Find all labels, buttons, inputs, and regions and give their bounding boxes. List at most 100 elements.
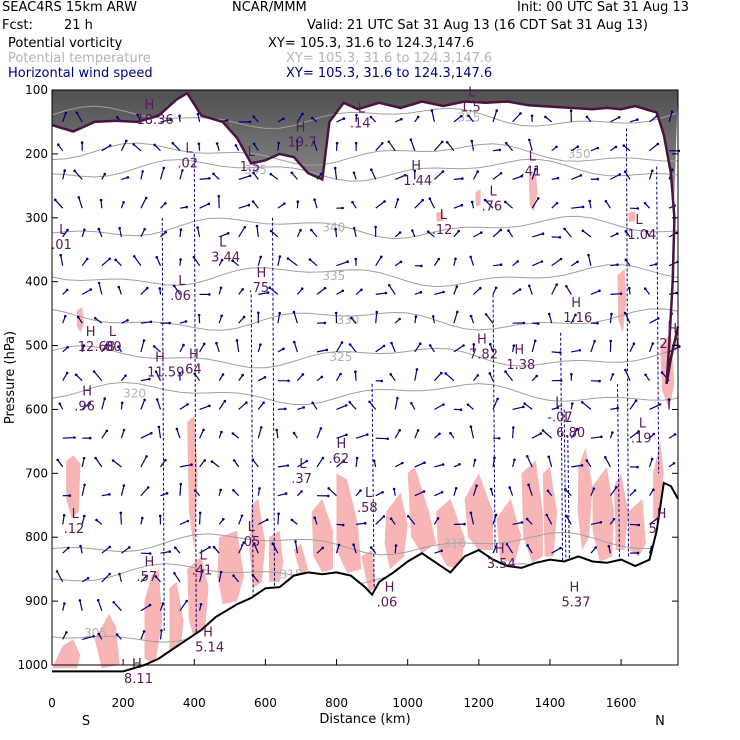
wind-vector-head [520,521,524,524]
wind-vector-head [594,546,597,549]
wind-vector-head [223,399,227,403]
wind-vector [270,230,279,238]
wind-vector-head [85,257,89,261]
wind-vector-head [544,115,547,119]
x-tick-label: 400 [183,696,206,710]
wind-vector-head [266,518,269,522]
theta-contour-label: 335 [322,269,345,283]
wind-vector [81,458,85,468]
wind-vector-head [475,484,478,488]
wind-vector-head [292,431,296,435]
wind-vector-head [522,405,525,409]
wind-vector [453,178,463,180]
wind-vector-head [145,574,148,578]
wind-vector [291,172,298,180]
wind-vector-head [363,521,367,525]
wind-vector [140,487,149,497]
extrema-value: 7.82 [469,348,498,363]
extrema-marker: H [86,325,96,340]
wind-vector-head [319,427,323,430]
extrema-value: 8.11 [124,672,153,687]
wind-vector-head [155,398,159,401]
wind-vector-head [252,542,256,545]
wind-vector [492,110,498,123]
wind-vector [434,463,444,468]
wind-vector [354,371,357,381]
pv-shade-region [496,498,522,563]
wind-vector [158,426,162,439]
wind-vector [624,171,631,180]
wind-vector-head [539,432,543,435]
wind-vector [100,200,103,209]
wind-vector-head [563,227,566,231]
wind-vector [610,116,620,123]
wind-vector-head [63,602,66,605]
wind-vector-head [63,169,66,172]
wind-vector-head [675,231,678,235]
wind-vector [531,260,543,267]
wind-vector-head [59,253,62,257]
extrema-value: 12.68 [78,340,115,355]
extrema-value: 1.5 [240,160,261,175]
wind-vector [445,372,455,382]
wind-vector-head [670,110,674,113]
wind-vector [470,426,475,439]
wind-vector-head [678,345,681,348]
extrema-marker: H [477,333,487,348]
wind-vector-head [585,115,589,119]
extrema-marker: H [144,98,154,113]
wind-vector-head [675,291,678,295]
wind-vector-head [476,374,480,377]
wind-vector-head [617,116,621,119]
wind-vector-head [208,293,211,296]
wind-vector [509,487,514,496]
wind-vector-head [440,371,443,375]
wind-vector [140,340,145,353]
wind-vector [62,436,75,439]
wind-vector [472,485,478,496]
wind-vector [173,572,181,583]
wind-vector-head [234,144,238,147]
extrema-value: .19 [631,431,652,446]
theta-contour [51,345,679,369]
wind-vector-head [312,140,316,144]
wind-vector [545,116,553,123]
wind-vector [604,457,611,468]
wind-vector [316,457,324,468]
wind-vector-head [73,436,76,439]
wind-vector [414,369,418,381]
wind-vector-head [323,321,327,325]
wind-vector-head [418,342,422,346]
wind-vector [293,341,298,353]
wind-vector-head [609,339,612,343]
wind-vector [256,226,259,237]
wind-vector-head [108,493,111,496]
wind-vector-head [428,344,432,347]
wind-vector [60,255,64,266]
pv-shade-region [592,466,614,562]
wind-vector [433,258,440,267]
wind-vector-head [455,285,459,288]
wind-vector-head [389,373,393,376]
wind-vector-head [576,145,579,148]
wind-vector [484,199,494,209]
wind-vector-head [428,197,432,200]
wind-vector-head [222,518,225,521]
wind-vector-head [116,116,119,119]
wind-vector-head [672,462,676,465]
wind-vector [590,341,596,353]
wind-vector [140,197,147,209]
init-time: Init: 00 UTC Sat 31 Aug 13 [517,0,690,15]
wind-vector-head [615,486,618,489]
wind-vector [233,575,240,583]
wind-vector [121,546,130,554]
wind-vector [293,311,298,324]
wind-vector [272,543,279,554]
wind-vector [453,204,463,209]
wind-vector-head [278,255,282,258]
wind-vector-head [66,345,69,349]
wind-vector-head [536,322,540,325]
wind-vector [375,256,382,267]
wind-vector-head [494,286,498,290]
wind-vector [101,573,111,583]
